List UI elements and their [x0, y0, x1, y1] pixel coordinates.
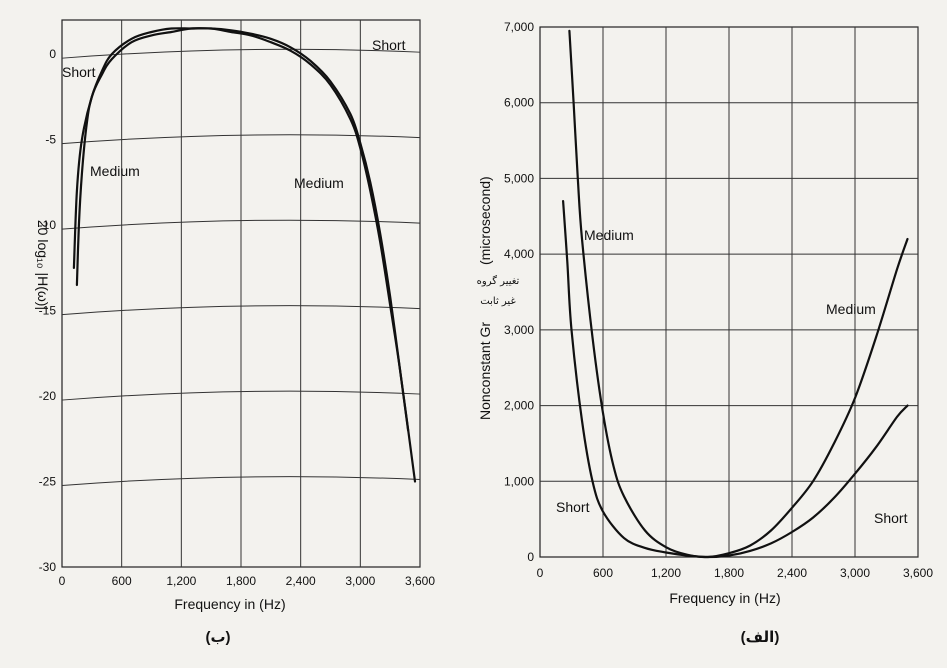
series-line-short — [72, 27, 410, 432]
group-delay-label-short-left: Short — [556, 499, 590, 515]
magnitude-y-ticks: 0 -5 -10 -15 -20 -25 -30 — [39, 47, 57, 574]
x-tick-label: 1,200 — [651, 566, 681, 580]
y-tick-label: 3,000 — [504, 323, 534, 337]
magnitude-label-medium-right: Medium — [294, 175, 344, 191]
x-tick-label: 0 — [59, 574, 66, 588]
group-delay-y-axis-persian-line-1: تغییر گروه — [477, 275, 520, 287]
group-delay-x-axis-label: Frequency in (Hz) — [669, 590, 780, 606]
y-tick-label: 5,000 — [504, 171, 534, 185]
panel-label-a: (الف) — [741, 629, 780, 646]
x-tick-label: 2,400 — [777, 566, 807, 580]
y-tick-label: 2,000 — [504, 399, 534, 413]
y-tick-label: 7,000 — [504, 20, 534, 34]
grid-line-horizontal — [61, 305, 421, 316]
x-tick-label: 1,200 — [166, 574, 196, 588]
group-delay-y-axis-persian-line-2: غیر ثابت — [480, 296, 515, 307]
magnitude-series — [72, 27, 417, 483]
y-tick-label: 1,000 — [504, 474, 534, 488]
group-delay-y-ticks: 0 1,000 2,000 3,000 4,000 5,000 6,000 7,000 — [504, 20, 534, 564]
group-delay-grid — [540, 27, 919, 557]
grid-line-horizontal — [61, 134, 421, 145]
y-tick-label: -10 — [39, 218, 57, 232]
series-line-medium — [75, 27, 417, 483]
x-tick-label: 3,000 — [840, 566, 870, 580]
y-tick-label: 6,000 — [504, 96, 534, 110]
y-tick-label: -5 — [45, 133, 56, 147]
x-tick-label: 0 — [537, 566, 544, 580]
x-tick-label: 3,000 — [345, 574, 375, 588]
y-tick-label: -30 — [39, 560, 57, 574]
group-delay-label-medium-right: Medium — [826, 301, 876, 317]
x-tick-label: 3,600 — [903, 566, 933, 580]
x-tick-label: 3,600 — [405, 574, 435, 588]
series-line-medium — [568, 29, 909, 559]
y-tick-label: 0 — [527, 550, 534, 564]
y-tick-label: 0 — [49, 47, 56, 61]
magnitude-label-short-right: Short — [372, 37, 406, 53]
group-delay-y-axis-units: (microsecond) — [477, 176, 493, 265]
grid-line-horizontal — [61, 390, 421, 401]
magnitude-x-axis-label: Frequency in (Hz) — [174, 596, 285, 612]
group-delay-label-short-right: Short — [874, 510, 908, 526]
group-delay-label-medium-upper: Medium — [584, 227, 634, 243]
group-delay-chart: 0 600 1,200 1,800 2,400 3,000 3,600 0 1,000 2,00… — [477, 20, 934, 646]
grid-line-horizontal — [61, 219, 421, 230]
y-tick-label: -25 — [39, 475, 57, 489]
magnitude-label-short-left: Short — [62, 64, 96, 80]
x-tick-label: 1,800 — [226, 574, 256, 588]
y-tick-label: 4,000 — [504, 247, 534, 261]
magnitude-x-ticks: 0 600 1,200 1,800 2,400 3,000 3,600 — [59, 574, 436, 588]
magnitude-grid — [61, 20, 421, 567]
grid-line-horizontal — [61, 476, 421, 487]
x-tick-label: 2,400 — [286, 574, 316, 588]
group-delay-y-axis-label: Nonconstant Gr — [477, 322, 493, 420]
y-tick-label: -15 — [39, 304, 57, 318]
magnitude-chart: 0 600 1,200 1,800 2,400 3,000 3,600 0 -5 -10 -15 -… — [35, 19, 436, 646]
magnitude-label-medium-left: Medium — [90, 163, 140, 179]
magnitude-y-axis-label: 20 log₁₀ |H(ω)| — [35, 220, 51, 310]
x-tick-label: 600 — [112, 574, 132, 588]
x-tick-label: 600 — [593, 566, 613, 580]
grid-line-horizontal — [61, 48, 421, 59]
y-tick-label: -20 — [39, 389, 57, 403]
group-delay-x-ticks: 0 600 1,200 1,800 2,400 3,000 3,600 — [537, 566, 934, 580]
panel-label-b: (ب) — [205, 629, 230, 646]
x-tick-label: 1,800 — [714, 566, 744, 580]
group-delay-series — [562, 29, 909, 559]
